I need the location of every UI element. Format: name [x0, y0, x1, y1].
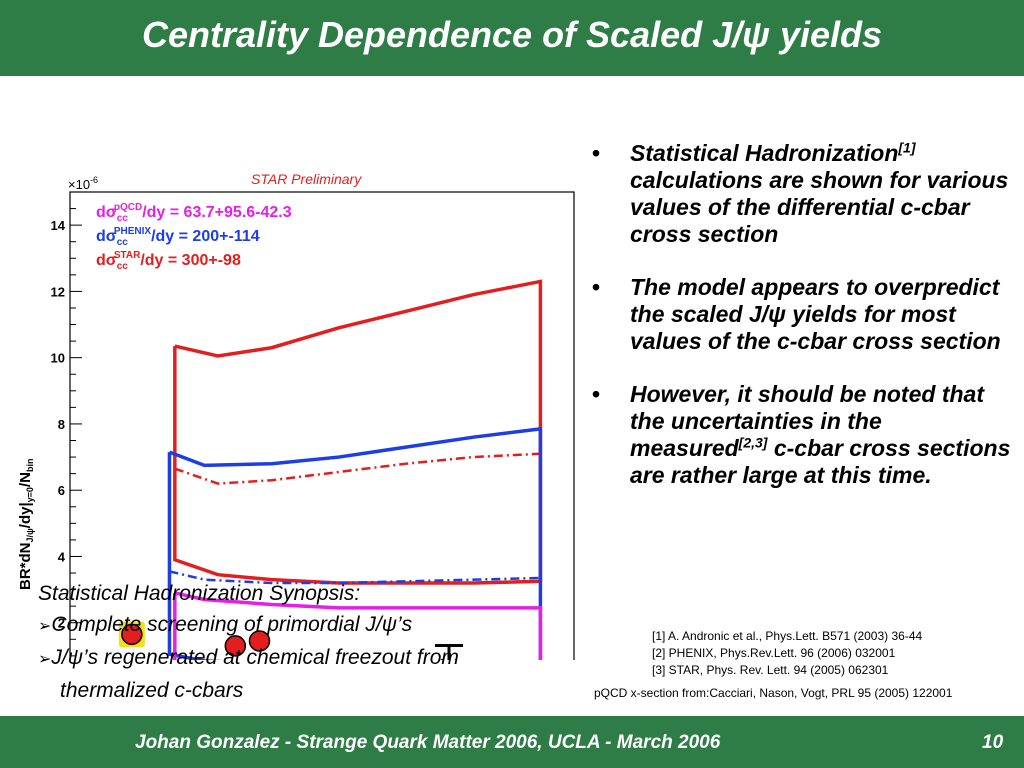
- arrow-bullet-icon: ➢: [38, 618, 52, 635]
- page-number: 10: [982, 732, 1004, 753]
- reference-item: [1] A. Andronic et al., Phys.Lett. B571 …: [652, 629, 923, 643]
- y-tick-label: 10: [51, 351, 65, 366]
- data-point: [248, 630, 271, 652]
- synopsis-block: Statistical Hadronization Synopsis: ➢Com…: [38, 578, 578, 706]
- reference-item: [2] PHENIX, Phys.Rev.Lett. 96 (2006) 032…: [652, 646, 896, 660]
- footer-bar: [0, 716, 1024, 768]
- bullet-dot: •: [592, 381, 601, 407]
- bullet-list: • Statistical Hadronization[1] calculatio…: [592, 140, 1020, 515]
- references: [1] A. Andronic et al., Phys.Lett. B571 …: [652, 628, 922, 679]
- slide-title: Centrality Dependence of Scaled J/ψ yiel…: [141, 14, 883, 55]
- y-tick-label: 8: [58, 417, 65, 432]
- y-tick-label: 2: [58, 616, 65, 631]
- legend-entry: dσccpQCD/dy = 63.7+95.6-42.3: [96, 202, 292, 224]
- data-point: [224, 635, 247, 657]
- synopsis-item-continuation: thermalized c-cbars: [60, 679, 244, 702]
- bullet-dot: •: [592, 140, 601, 166]
- band-outline-pqcd: [173, 591, 543, 660]
- synopsis-item: ➢Complete screening of primordial J/ψ’s: [38, 613, 413, 636]
- reference-item: [3] STAR, Phys. Rev. Lett. 94 (2005) 062…: [652, 663, 889, 677]
- arrow-bullet-icon: ➢: [38, 651, 52, 668]
- bullet-dot: •: [592, 274, 601, 300]
- bullet-item: • The model appears to overpredict the sc…: [592, 274, 1001, 354]
- band-central-star: [174, 452, 541, 485]
- data-point: [121, 623, 143, 646]
- footer-text: Johan Gonzalez - Strange Quark Matter 20…: [135, 732, 721, 753]
- synopsis-heading: Statistical Hadronization Synopsis:: [38, 582, 361, 605]
- band-central-phenix: [169, 570, 541, 585]
- bullet-item: • Statistical Hadronization[1] calculatio…: [592, 139, 1009, 247]
- band-outline-phenix: [167, 426, 543, 660]
- pqcd-reference: pQCD x-section from:Cacciari, Nason, Vog…: [594, 686, 953, 700]
- y-tick-label: 4: [58, 549, 66, 564]
- star-preliminary-label: STAR Preliminary: [251, 171, 362, 187]
- legend-entry: dσccPHENIX/dy = 200+-114: [96, 226, 260, 248]
- y-multiplier-label: ×10-6: [68, 175, 98, 192]
- legend-entry: dσccSTAR/dy = 300+-98: [96, 250, 241, 272]
- synopsis-item: ➢J/ψ’s regenerated at chemical freezout …: [38, 646, 459, 669]
- title-bar: [0, 0, 1024, 76]
- y-tick-label: 12: [51, 284, 65, 299]
- y-axis-title: BR*dNJ/ψ/dy|y=0/Nbin: [17, 459, 35, 590]
- bullet-item: • However, it should be noted that the un…: [592, 381, 1011, 488]
- y-tick-label: 6: [58, 483, 65, 498]
- y-tick-label: 14: [51, 218, 66, 233]
- band-outline-star: [173, 279, 543, 585]
- jpsi-centrality-chart: STAR Preliminary ×10-6 05010015020025030…: [17, 171, 575, 660]
